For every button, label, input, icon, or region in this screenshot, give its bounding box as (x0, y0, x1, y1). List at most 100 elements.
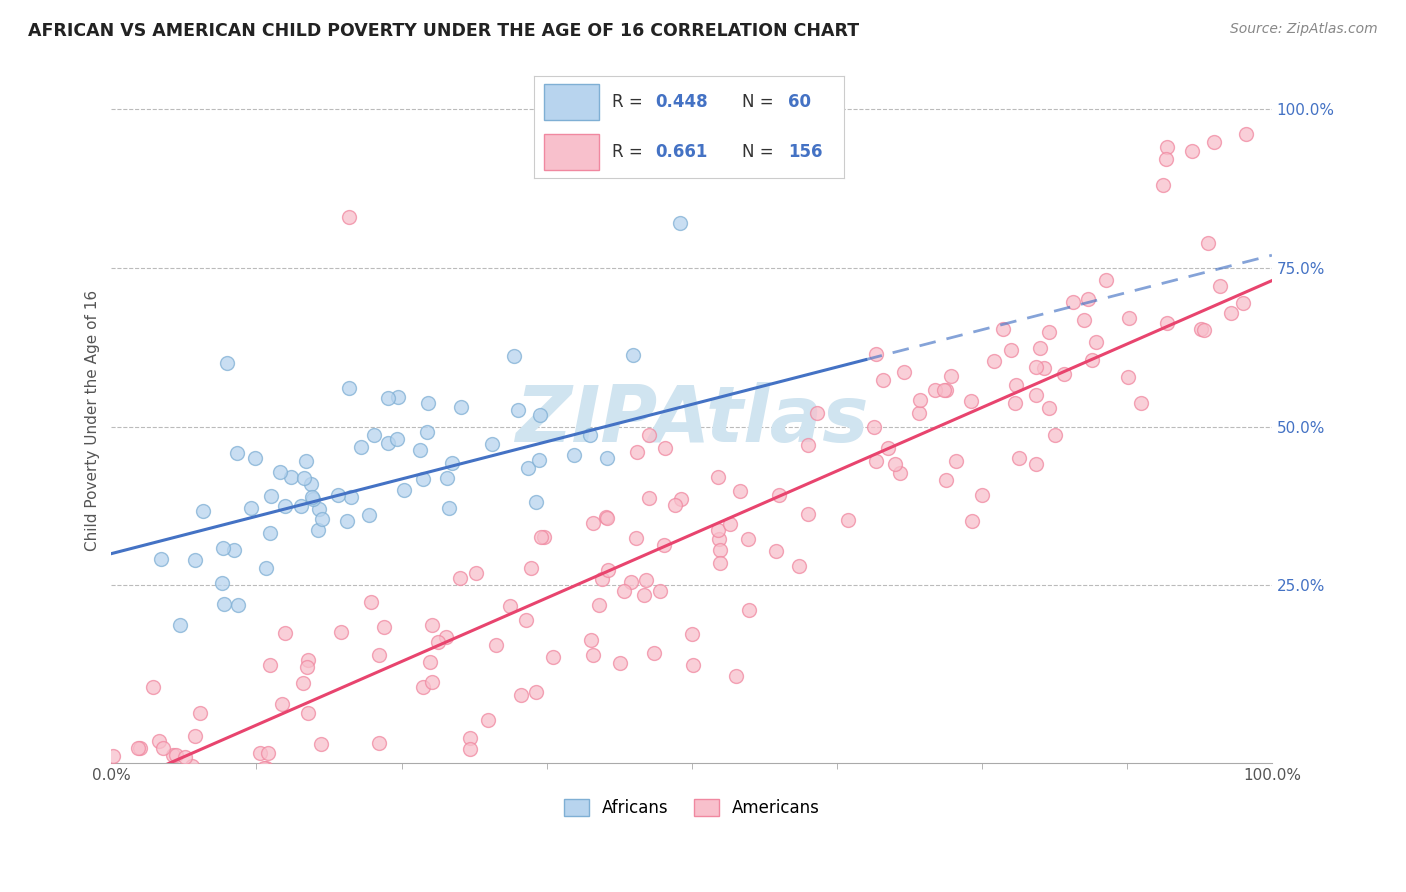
Point (297, 653, 319, 667)
Point (863, 420, 886, 434)
Point (377, 391, 399, 405)
Point (464, 566, 486, 580)
Point (652, 538, 675, 552)
Point (709, 542, 731, 557)
Point (728, 483, 751, 498)
Point (297, 706, 319, 721)
Point (291, 676, 314, 690)
Point (768, 488, 790, 502)
Point (260, 490, 283, 504)
Point (1025, 359, 1047, 374)
Point (1116, 369, 1139, 384)
Point (127, 741, 149, 756)
Point (329, 625, 352, 640)
Point (412, 472, 434, 486)
Point (510, 688, 533, 702)
Point (499, 599, 522, 613)
Point (707, 524, 730, 538)
Point (893, 365, 915, 379)
Point (367, 736, 389, 750)
Point (350, 440, 373, 454)
Point (295, 660, 318, 674)
Point (416, 425, 439, 439)
Point (591, 572, 613, 586)
Point (177, 832, 200, 847)
Point (1038, 401, 1060, 415)
Point (633, 588, 655, 602)
Point (301, 490, 323, 504)
Point (669, 217, 692, 231)
Point (529, 408, 551, 422)
Point (1234, 127, 1257, 141)
Point (409, 442, 432, 457)
Point (394, 483, 416, 498)
Point (1197, 236, 1219, 251)
Point (1156, 316, 1178, 330)
Point (165, 747, 187, 762)
Point (718, 517, 741, 532)
Point (101, 748, 124, 763)
Point (449, 571, 471, 585)
Point (935, 473, 957, 487)
Point (883, 457, 905, 471)
Point (1029, 341, 1052, 355)
Point (1062, 295, 1084, 310)
Point (1077, 293, 1099, 307)
Point (648, 584, 671, 599)
Point (765, 543, 787, 558)
Point (191, 503, 214, 517)
Point (865, 454, 887, 468)
Point (1194, 323, 1216, 337)
Point (945, 454, 967, 468)
Point (129, 740, 152, 755)
Y-axis label: Child Poverty Under the Age of 16: Child Poverty Under the Age of 16 (86, 290, 100, 551)
Point (1004, 396, 1026, 410)
Point (709, 557, 731, 571)
Point (412, 681, 434, 695)
Point (328, 488, 350, 502)
Point (427, 635, 450, 649)
Point (596, 563, 619, 577)
Point (207, 810, 229, 824)
Point (419, 656, 441, 670)
Point (738, 603, 761, 617)
Point (637, 428, 659, 442)
Point (162, 747, 184, 762)
Text: 0.448: 0.448 (655, 93, 707, 111)
Point (1043, 428, 1066, 442)
Point (1181, 145, 1204, 159)
Point (377, 436, 399, 450)
Point (1008, 451, 1031, 466)
Point (524, 495, 547, 509)
Point (373, 620, 395, 634)
Point (621, 348, 644, 362)
Point (935, 383, 957, 397)
Point (481, 437, 503, 451)
Point (578, 428, 600, 442)
Point (142, 680, 165, 694)
Point (638, 491, 661, 505)
Point (416, 396, 439, 410)
Point (309, 737, 332, 751)
Point (725, 669, 748, 683)
Point (108, 785, 131, 799)
Point (387, 390, 409, 404)
Point (274, 626, 297, 640)
Text: AFRICAN VS AMERICAN CHILD POVERTY UNDER THE AGE OF 16 CORRELATION CHART: AFRICAN VS AMERICAN CHILD POVERTY UNDER … (28, 22, 859, 40)
Point (908, 406, 931, 420)
Point (256, 746, 278, 760)
Point (150, 552, 173, 566)
Point (302, 492, 325, 507)
Text: 0.661: 0.661 (655, 144, 707, 161)
Point (337, 210, 360, 224)
Point (254, 761, 277, 775)
Text: R =: R = (612, 93, 648, 111)
Point (533, 530, 555, 544)
Point (441, 456, 464, 470)
Point (1038, 325, 1060, 339)
Text: ZIPAtlas: ZIPAtlas (515, 383, 869, 458)
Point (184, 729, 207, 743)
Text: 156: 156 (787, 144, 823, 161)
Point (211, 575, 233, 590)
Point (336, 514, 359, 528)
